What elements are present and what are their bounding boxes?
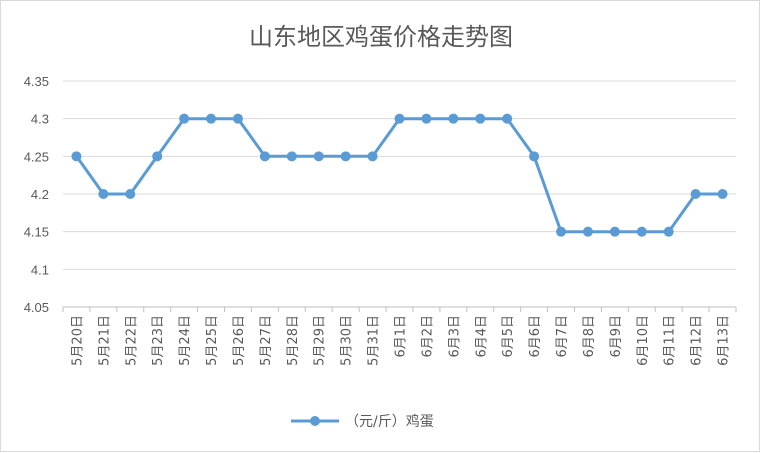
- y-axis-ticks: 4.05 4.1 4.15 4.2 4.25 4.3 4.35: [24, 74, 49, 315]
- x-tick-label: 5月20日: [70, 315, 85, 366]
- y-tick-label: 4.05: [24, 300, 49, 315]
- x-tick-label: 5月22日: [124, 315, 139, 366]
- x-tick-label: 5月27日: [259, 315, 274, 366]
- data-point: [475, 113, 486, 124]
- legend-marker-swatch: [310, 416, 320, 426]
- y-tick-label: 4.2: [31, 187, 49, 202]
- grid-lines: [63, 80, 736, 270]
- data-point: [636, 226, 647, 237]
- x-tick-label: 6月8日: [582, 315, 597, 358]
- data-point: [556, 226, 567, 237]
- x-tick-label: 6月9日: [609, 315, 624, 358]
- legend: （元/斤）鸡蛋: [291, 413, 434, 430]
- data-point: [421, 113, 432, 124]
- y-tick-label: 4.15: [24, 225, 49, 240]
- x-tick-label: 6月6日: [528, 315, 543, 358]
- x-tick-label: 5月29日: [313, 315, 328, 366]
- data-point: [717, 189, 728, 199]
- data-point: [448, 113, 459, 124]
- data-point: [582, 226, 593, 237]
- data-point: [125, 189, 136, 199]
- y-tick-label: 4.1: [31, 262, 49, 277]
- data-point: [609, 226, 620, 237]
- x-tick-label: 5月24日: [178, 315, 193, 366]
- data-point: [98, 189, 109, 199]
- data-point: [502, 113, 513, 124]
- x-tick-label: 5月23日: [151, 315, 166, 366]
- y-tick-label: 4.25: [24, 149, 49, 164]
- data-point: [152, 151, 163, 162]
- chart-title: 山东地区鸡蛋价格走势图: [249, 23, 513, 51]
- data-point: [367, 151, 378, 162]
- x-tick-label: 6月4日: [474, 315, 489, 358]
- data-point: [232, 113, 243, 124]
- series-line: [75, 117, 723, 234]
- x-tick-label: 6月7日: [555, 315, 570, 358]
- data-point: [340, 151, 351, 162]
- x-tick-label: 6月12日: [690, 315, 705, 366]
- x-tick-label: 5月21日: [97, 315, 112, 366]
- x-tick-label: 6月3日: [447, 315, 462, 358]
- x-tick-label: 6月2日: [420, 315, 435, 358]
- data-point: [71, 151, 82, 162]
- y-tick-label: 4.3: [31, 112, 49, 127]
- data-point: [286, 151, 297, 162]
- x-tick-label: 6月10日: [636, 315, 651, 366]
- data-point: [259, 151, 270, 162]
- x-tick-label: 6月1日: [394, 315, 409, 358]
- data-point: [529, 151, 540, 162]
- x-tick-label: 5月26日: [232, 315, 247, 366]
- x-tick-label: 5月30日: [340, 315, 355, 366]
- data-point: [313, 151, 324, 162]
- data-point: [663, 226, 674, 237]
- data-point: [690, 189, 701, 199]
- x-tick-label: 6月11日: [663, 315, 678, 366]
- legend-entry-label: （元/斤）鸡蛋: [345, 413, 434, 430]
- x-tick-label: 6月13日: [717, 315, 732, 366]
- x-tick-label: 5月31日: [367, 315, 382, 366]
- x-axis: [62, 306, 737, 312]
- x-tick-label: 6月5日: [501, 315, 516, 358]
- data-point: [206, 113, 217, 124]
- x-tick-label: 5月28日: [286, 315, 301, 366]
- series-group: [71, 113, 728, 237]
- y-tick-label: 4.35: [24, 74, 49, 89]
- data-point: [394, 113, 405, 124]
- x-tick-label: 5月25日: [205, 315, 220, 366]
- data-point: [179, 113, 190, 124]
- x-axis-ticks: 5月20日 5月21日 5月22日 5月23日 5月24日 5月25日 5月26日 5月27日…: [70, 315, 731, 366]
